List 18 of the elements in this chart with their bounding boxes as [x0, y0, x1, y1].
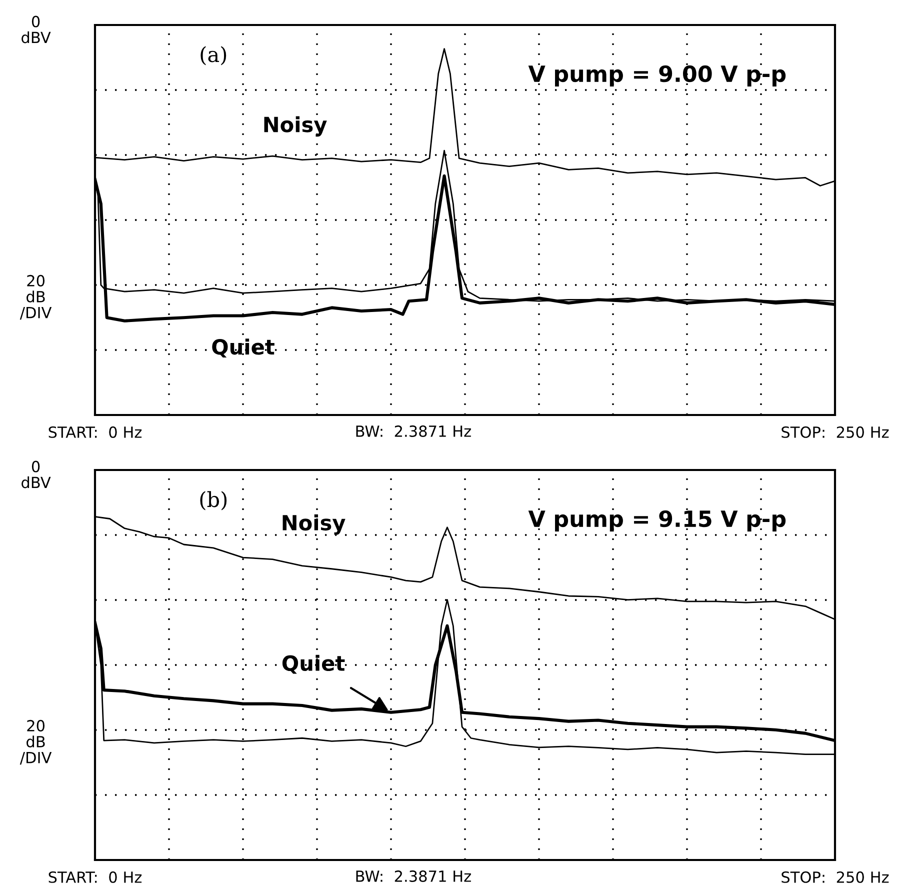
- text: (b): [200, 491, 227, 510]
- series-label: Noisy: [264, 116, 327, 137]
- x-tick-label: START: 0 Hz: [48, 871, 142, 883]
- x-tick-label: START: 0 Hz: [48, 426, 142, 438]
- x-tick-label: STOP: 250 Hz: [782, 871, 889, 883]
- x-tick-label: STOP: 250 Hz: [782, 426, 889, 438]
- annotation: (a): [200, 46, 226, 66]
- text: 20 dB /DIV: [20, 274, 52, 320]
- x-axis-title: BW: 2.3871 Hz: [356, 425, 471, 437]
- series-label: Quiet: [282, 654, 345, 674]
- annotation: V pump = 9.15 V p-p: [528, 510, 786, 532]
- series-label: Quiet: [212, 338, 274, 358]
- text: 0 dBV: [22, 16, 51, 44]
- series-label: Noisy: [282, 514, 346, 535]
- text: 0 dBV: [22, 460, 51, 488]
- x-axis-title: BW: 2.3871 Hz: [356, 870, 471, 882]
- text: 20 dB /DIV: [20, 720, 52, 765]
- annotation: V pump = 9.00 V p-p: [528, 65, 786, 86]
